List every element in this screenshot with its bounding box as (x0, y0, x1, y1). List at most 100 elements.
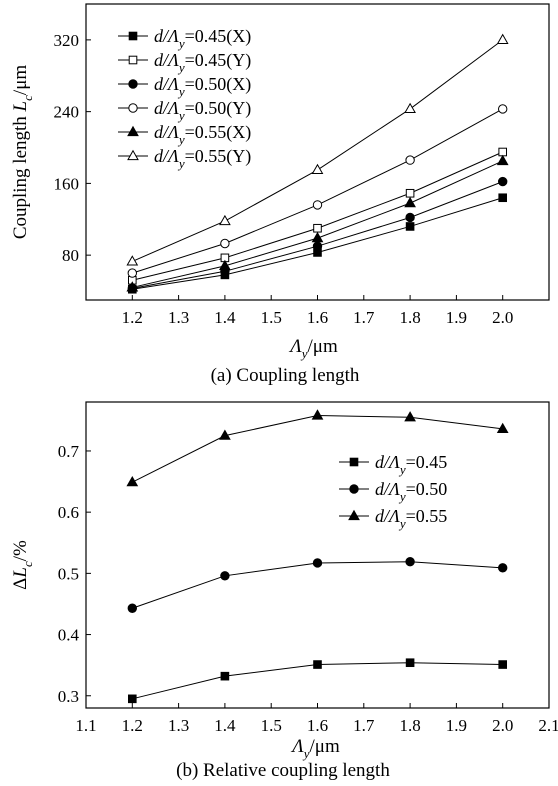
chart-b-xtick-label: 1.5 (261, 716, 282, 735)
chart-a-legend-marker-1 (128, 55, 138, 65)
chart-a-ylabel-text: Coupling length (10, 111, 31, 239)
chart-b-legend-marker-1 (349, 484, 359, 494)
chart-a-ticks: 1.2 1.3 1.4 1.5 1.6 1.7 1.8 1.9 2.0 80 160 240 320 (54, 31, 514, 327)
chart-b-xtick-label: 1.3 (168, 716, 189, 735)
chart-b-xlabel: Λy/μm (290, 736, 340, 761)
chart-b-series (126, 409, 509, 704)
chart-a-data-point (405, 155, 415, 165)
chart-b-xtick-label: 1.6 (307, 716, 328, 735)
chart-b-ytick-label: 0.7 (58, 442, 80, 461)
chart-a-data-point (219, 259, 231, 271)
chart-a-xlabel: Λy/μm (288, 336, 338, 361)
chart-b-data-point (405, 658, 415, 668)
chart-a-data-point (404, 102, 416, 114)
chart-a-legend-marker-2 (128, 79, 138, 89)
chart-a-legend-label-0: d/Λy=0.45(X) (154, 26, 251, 51)
chart-a-data-point (405, 212, 415, 223)
chart-a-ylabel-subscript: c (20, 95, 35, 101)
chart-a-data-point (498, 176, 508, 187)
chart-b-ytick-label: 0.3 (58, 687, 79, 706)
chart-a-data-point (313, 223, 322, 233)
chart-a-data-point (498, 147, 507, 157)
chart-b-legend-label-0: d/Λy=0.45 (375, 452, 447, 477)
chart-b-xtick-label: 1.2 (122, 716, 143, 735)
chart-a-data-point (219, 214, 231, 226)
svg-text:ΔLc/%: ΔLc/% (10, 540, 35, 590)
chart-b-legend-label-2: d/Λy=0.55 (375, 506, 447, 531)
chart-a-ytick-label: 320 (54, 31, 80, 50)
chart-b-data-point (127, 603, 138, 613)
chart-b-data-point (498, 563, 508, 573)
chart-a-legend-marker-3 (128, 103, 138, 113)
chart-a-xtick-label: 2.0 (492, 308, 513, 327)
chart-b-xlabel-subscript: y (302, 746, 310, 761)
svg-text:Λy/μm: Λy/μm (290, 736, 340, 761)
chart-a-data-point (312, 241, 323, 251)
chart-a-xtick-label: 1.5 (261, 308, 282, 327)
chart-a-ytick-label: 80 (62, 246, 79, 265)
chart-b-data-point (496, 422, 509, 434)
chart-a-data-point (498, 193, 507, 203)
chart-b-ytick-label: 0.4 (58, 626, 80, 645)
svg-text:Coupling length Lc/μm: Coupling length Lc/μm (10, 65, 35, 240)
chart-b-legend-marker-2 (348, 509, 360, 521)
chart-a-xlabel-unit: /μm (308, 336, 338, 357)
chart-a-xtick-label: 1.7 (353, 308, 375, 327)
chart-b-xtick-label: 1.7 (353, 716, 375, 735)
chart-b-legend-label-1: d/Λy=0.50 (375, 479, 447, 504)
chart-b-data-point (128, 694, 137, 704)
chart-a-data-point (405, 222, 415, 231)
chart-b-data-point (313, 660, 322, 669)
chart-a-legend: d/Λy=0.45(X)d/Λy=0.45(Y)d/Λy=0.50(X)d/Λy… (118, 26, 251, 171)
chart-a-legend-label-1: d/Λy=0.45(Y) (154, 50, 251, 75)
chart-b-xtick-label: 2.1 (538, 716, 558, 735)
chart-b-ylabel-unit: /% (10, 540, 31, 561)
chart-a-legend-marker-4 (127, 125, 139, 137)
chart-b-ylabel-symbol: L (10, 567, 31, 579)
chart-a-data-point (404, 196, 416, 208)
chart-b-data-point (311, 409, 324, 420)
chart-a-legend-marker-0 (128, 31, 138, 41)
chart-b-legend-marker-0 (349, 457, 359, 467)
chart-b-series-line-1 (132, 561, 503, 609)
chart-b-xtick-label: 1.9 (446, 716, 467, 735)
chart-b-ytick-label: 0.5 (58, 564, 79, 583)
relative-coupling-length-chart: 1.1 1.2 1.3 1.4 1.5 1.6 1.7 1.8 1.9 2.0 2.1 0.3 0.4 0… (10, 401, 558, 781)
chart-b-xtick-label: 2.0 (492, 716, 513, 735)
chart-b-xtick-label: 1.1 (75, 716, 96, 735)
chart-b-data-point (312, 558, 323, 568)
chart-b-ytick-label: 0.6 (58, 503, 79, 522)
chart-b-data-point (126, 475, 139, 487)
chart-a-xtick-label: 1.4 (214, 308, 236, 327)
svg-text:Λy/μm: Λy/μm (288, 336, 338, 361)
chart-b-xtick-label: 1.4 (214, 716, 236, 735)
chart-a-xtick-label: 1.3 (168, 308, 189, 327)
chart-a-xlabel-symbol: Λ (288, 336, 302, 357)
chart-a-data-point (127, 268, 138, 278)
chart-a-legend-label-4: d/Λy=0.55(X) (154, 122, 251, 147)
chart-b-xtick-label: 1.8 (399, 716, 420, 735)
chart-b-series-line-2 (132, 414, 503, 483)
chart-a-data-point (311, 163, 324, 175)
chart-a-data-point (220, 238, 230, 249)
chart-b-xlabel-unit: /μm (310, 736, 340, 757)
chart-a-legend-label-3: d/Λy=0.50(Y) (154, 98, 251, 123)
chart-a-xtick-label: 1.2 (122, 308, 143, 327)
chart-a-data-point (496, 33, 509, 44)
chart-b-data-point (220, 571, 230, 581)
chart-b-caption: (b) Relative coupling length (176, 760, 390, 781)
chart-a-data-point (405, 188, 415, 198)
chart-a-data-point (312, 200, 323, 210)
chart-a-data-point (126, 255, 139, 266)
chart-a-xtick-label: 1.9 (446, 308, 467, 327)
chart-b-xlabel-symbol: Λ (290, 736, 304, 757)
chart-a-ytick-label: 240 (54, 103, 80, 122)
chart-a-ytick-label: 160 (54, 174, 80, 193)
chart-b-data-point (404, 411, 416, 422)
chart-b-legend: d/Λy=0.45d/Λy=0.50d/Λy=0.55 (339, 452, 447, 531)
chart-a-data-point (311, 231, 324, 243)
chart-b-ylabel-delta: Δ (10, 578, 31, 590)
chart-b-data-point (498, 660, 507, 669)
chart-a-ylabel: Coupling length Lc/μm (10, 65, 35, 240)
